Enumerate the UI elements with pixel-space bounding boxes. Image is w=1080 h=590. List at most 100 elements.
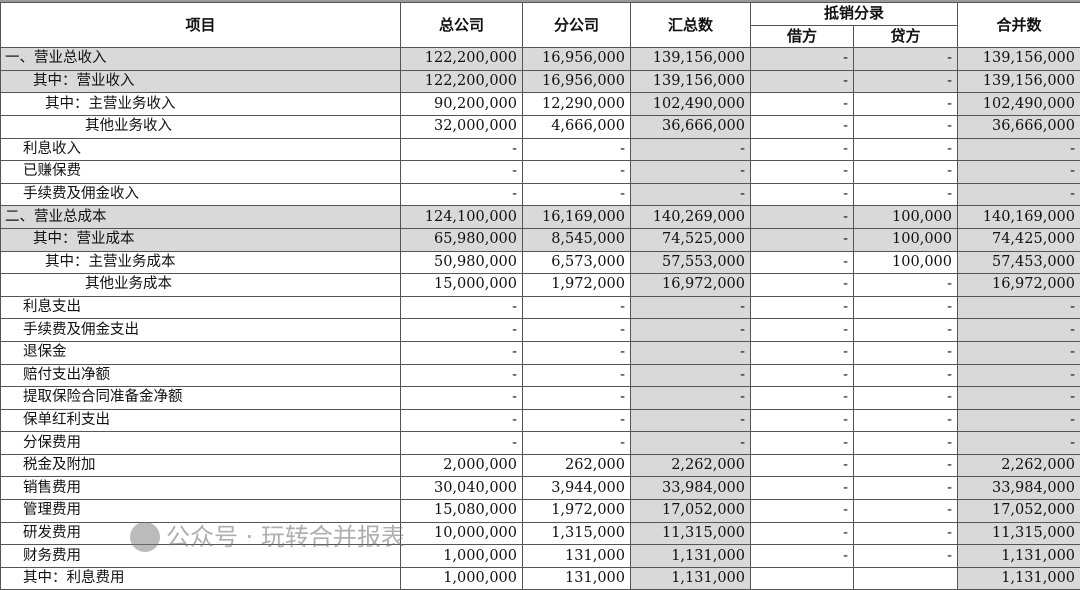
cell-debit[interactable]: - — [750, 205, 854, 229]
cell-item[interactable]: 退保金 — [0, 340, 401, 365]
cell-branch[interactable]: - — [522, 160, 631, 184]
cell-sum[interactable]: 139,156,000 — [630, 69, 751, 94]
cell-consolidated[interactable]: 1,131,000 — [957, 544, 1080, 568]
cell-item[interactable]: 其中：主营业务收入 — [0, 92, 401, 116]
cell-consolidated[interactable]: 74,425,000 — [957, 227, 1080, 252]
cell-consolidated[interactable]: - — [957, 431, 1080, 455]
cell-debit[interactable]: - — [750, 182, 854, 207]
cell-debit[interactable]: - — [750, 273, 854, 297]
cell-item[interactable]: 其他业务收入 — [0, 114, 401, 139]
cell-item[interactable]: 其中：营业成本 — [0, 227, 401, 252]
cell-branch[interactable]: - — [522, 340, 631, 365]
cell-sum[interactable]: 74,525,000 — [630, 227, 751, 252]
cell-credit[interactable]: - — [852, 476, 959, 501]
cell-hq[interactable]: - — [400, 408, 523, 433]
cell-debit[interactable]: - — [750, 114, 854, 139]
cell-consolidated[interactable]: 102,490,000 — [957, 92, 1080, 116]
cell-item[interactable]: 利息支出 — [0, 295, 401, 320]
cell-sum[interactable]: 16,972,000 — [630, 273, 751, 297]
cell-sum[interactable]: 2,262,000 — [630, 453, 751, 478]
cell-credit[interactable]: - — [852, 318, 959, 342]
cell-debit[interactable]: - — [750, 408, 854, 433]
cell-branch[interactable]: - — [522, 295, 631, 320]
cell-branch[interactable]: - — [522, 182, 631, 207]
cell-item[interactable]: 其中：主营业务成本 — [0, 250, 401, 275]
cell-debit[interactable]: - — [750, 318, 854, 342]
cell-item[interactable]: 其中：利息费用 — [0, 566, 401, 590]
cell-credit[interactable]: - — [852, 114, 959, 139]
cell-sum[interactable]: - — [630, 137, 751, 162]
cell-sum[interactable]: 33,984,000 — [630, 476, 751, 501]
cell-sum[interactable]: 11,315,000 — [630, 521, 751, 546]
cell-consolidated[interactable]: - — [957, 318, 1080, 342]
cell-branch[interactable]: - — [522, 386, 631, 410]
cell-sum[interactable]: 1,131,000 — [630, 544, 751, 568]
cell-sum[interactable]: - — [630, 295, 751, 320]
cell-branch[interactable]: 131,000 — [522, 544, 631, 568]
cell-consolidated[interactable]: 33,984,000 — [957, 476, 1080, 501]
cell-branch[interactable]: 262,000 — [522, 453, 631, 478]
cell-branch[interactable]: 8,545,000 — [522, 227, 631, 252]
cell-credit[interactable]: - — [852, 521, 959, 546]
cell-hq[interactable]: - — [400, 431, 523, 455]
cell-consolidated[interactable]: - — [957, 160, 1080, 184]
cell-hq[interactable]: - — [400, 363, 523, 388]
cell-item[interactable]: 财务费用 — [0, 544, 401, 568]
cell-hq[interactable]: 1,000,000 — [400, 566, 523, 590]
cell-branch[interactable]: 1,315,000 — [522, 521, 631, 546]
cell-hq[interactable]: - — [400, 386, 523, 410]
cell-consolidated[interactable]: - — [957, 386, 1080, 410]
cell-debit[interactable]: - — [750, 476, 854, 501]
cell-debit[interactable]: - — [750, 386, 854, 410]
cell-credit[interactable]: - — [852, 386, 959, 410]
cell-hq[interactable]: 124,100,000 — [400, 205, 523, 229]
cell-credit[interactable]: - — [852, 544, 959, 568]
cell-branch[interactable]: - — [522, 363, 631, 388]
cell-credit[interactable]: - — [852, 273, 959, 297]
cell-branch[interactable]: - — [522, 431, 631, 455]
cell-credit[interactable]: - — [852, 295, 959, 320]
cell-debit[interactable]: - — [750, 47, 854, 71]
cell-credit[interactable]: - — [852, 453, 959, 478]
cell-hq[interactable]: 10,000,000 — [400, 521, 523, 546]
cell-consolidated[interactable]: 17,052,000 — [957, 499, 1080, 523]
cell-debit[interactable]: - — [750, 363, 854, 388]
cell-branch[interactable]: 6,573,000 — [522, 250, 631, 275]
cell-consolidated[interactable]: 2,262,000 — [957, 453, 1080, 478]
cell-consolidated[interactable]: 36,666,000 — [957, 114, 1080, 139]
cell-sum[interactable]: - — [630, 408, 751, 433]
cell-hq[interactable]: - — [400, 295, 523, 320]
cell-debit[interactable]: - — [750, 499, 854, 523]
cell-consolidated[interactable]: - — [957, 363, 1080, 388]
cell-branch[interactable]: - — [522, 318, 631, 342]
cell-branch[interactable]: 1,972,000 — [522, 273, 631, 297]
cell-debit[interactable]: - — [750, 92, 854, 116]
cell-hq[interactable]: - — [400, 137, 523, 162]
cell-sum[interactable]: - — [630, 363, 751, 388]
cell-debit[interactable]: - — [750, 69, 854, 94]
cell-hq[interactable]: 15,000,000 — [400, 273, 523, 297]
cell-credit[interactable]: - — [852, 340, 959, 365]
cell-item[interactable]: 研发费用 — [0, 521, 401, 546]
cell-sum[interactable]: - — [630, 386, 751, 410]
cell-credit[interactable]: - — [852, 92, 959, 116]
cell-hq[interactable]: 122,200,000 — [400, 69, 523, 94]
cell-hq[interactable]: - — [400, 160, 523, 184]
cell-debit[interactable]: - — [750, 340, 854, 365]
cell-credit[interactable]: - — [852, 160, 959, 184]
cell-consolidated[interactable]: - — [957, 182, 1080, 207]
cell-item[interactable]: 利息收入 — [0, 137, 401, 162]
cell-sum[interactable]: 102,490,000 — [630, 92, 751, 116]
cell-branch[interactable]: 3,944,000 — [522, 476, 631, 501]
cell-hq[interactable]: 30,040,000 — [400, 476, 523, 501]
cell-credit[interactable]: - — [852, 137, 959, 162]
cell-item[interactable]: 手续费及佣金支出 — [0, 318, 401, 342]
cell-debit[interactable]: - — [750, 295, 854, 320]
cell-sum[interactable]: - — [630, 340, 751, 365]
cell-item[interactable]: 已赚保费 — [0, 160, 401, 184]
cell-consolidated[interactable]: - — [957, 340, 1080, 365]
cell-sum[interactable]: - — [630, 182, 751, 207]
cell-credit[interactable]: - — [852, 182, 959, 207]
cell-consolidated[interactable]: 11,315,000 — [957, 521, 1080, 546]
cell-item[interactable]: 其中：营业收入 — [0, 69, 401, 94]
